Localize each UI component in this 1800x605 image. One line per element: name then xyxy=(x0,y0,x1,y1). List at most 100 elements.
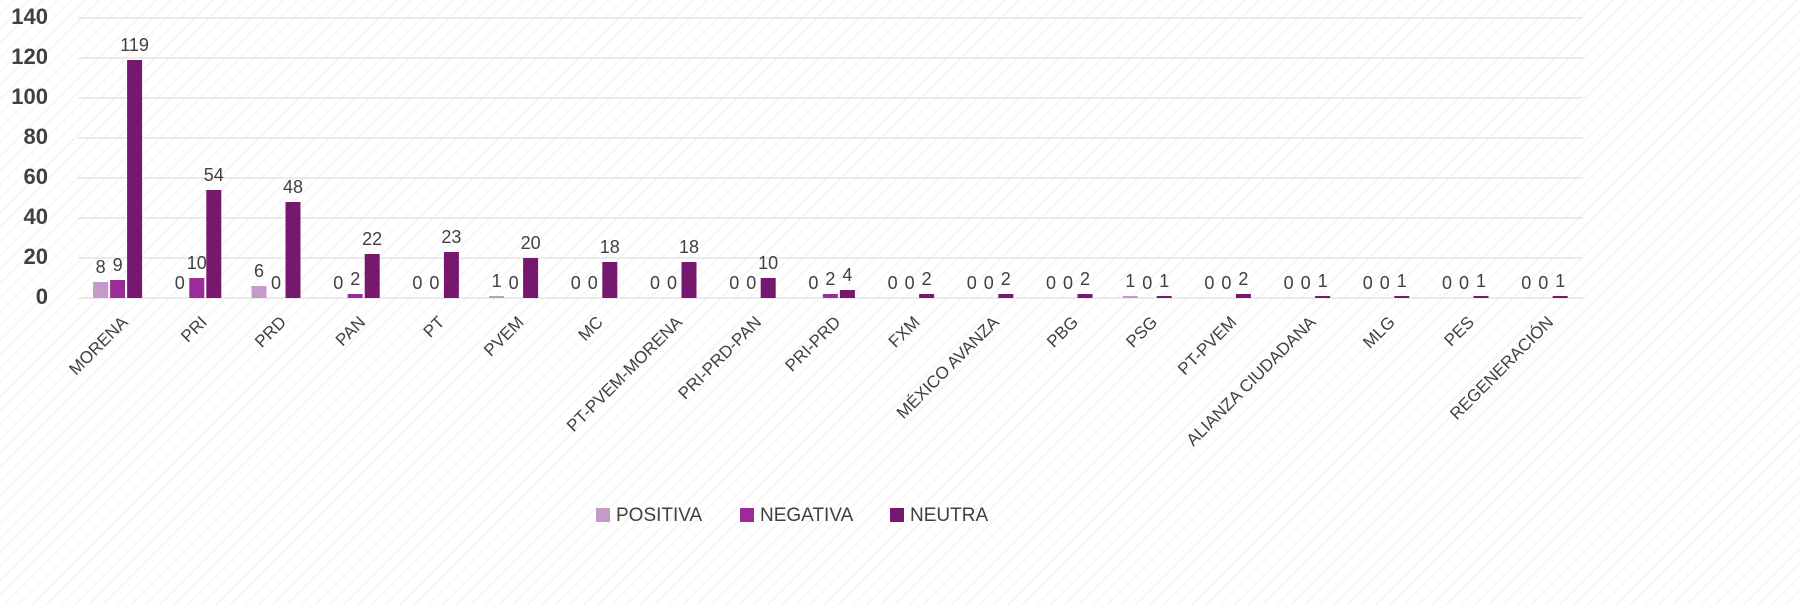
data-label: 10 xyxy=(758,253,778,273)
data-label: 1 xyxy=(1555,271,1565,291)
bar xyxy=(110,280,126,298)
bar xyxy=(93,282,109,298)
data-label: 1 xyxy=(1397,271,1407,291)
data-label: 0 xyxy=(1221,273,1231,293)
data-label: 0 xyxy=(1142,273,1152,293)
data-label: 0 xyxy=(667,273,677,293)
bar xyxy=(1315,296,1331,298)
data-label: 0 xyxy=(1046,273,1056,293)
data-label: 2 xyxy=(1238,269,1248,289)
data-label: 48 xyxy=(283,177,303,197)
bar xyxy=(1473,296,1489,298)
bar xyxy=(1156,296,1172,298)
data-label: 9 xyxy=(113,255,123,275)
y-tick-label: 0 xyxy=(36,284,48,309)
legend-swatch xyxy=(596,508,610,522)
bar xyxy=(1552,296,1568,298)
y-tick-label: 40 xyxy=(24,204,48,229)
bar xyxy=(1235,294,1251,298)
data-label: 0 xyxy=(1301,273,1311,293)
data-label: 8 xyxy=(96,257,106,277)
y-tick-label: 20 xyxy=(24,244,48,269)
data-label: 0 xyxy=(175,273,185,293)
bar xyxy=(919,294,935,298)
data-label: 0 xyxy=(1284,273,1294,293)
data-label: 0 xyxy=(967,273,977,293)
y-tick-label: 80 xyxy=(24,124,48,149)
bar xyxy=(206,190,222,298)
bar xyxy=(839,290,855,298)
data-label: 0 xyxy=(1459,273,1469,293)
data-label: 1 xyxy=(1125,271,1135,291)
data-label: 54 xyxy=(204,165,224,185)
data-label: 0 xyxy=(808,273,818,293)
bar xyxy=(189,278,205,298)
legend-swatch xyxy=(740,508,754,522)
data-label: 10 xyxy=(187,253,207,273)
data-label: 22 xyxy=(362,229,382,249)
y-tick-label: 60 xyxy=(24,164,48,189)
data-label: 23 xyxy=(441,227,461,247)
data-label: 1 xyxy=(1476,271,1486,291)
bar xyxy=(443,252,459,298)
bar xyxy=(822,294,838,298)
data-label: 1 xyxy=(1318,271,1328,291)
data-label: 2 xyxy=(1001,269,1011,289)
data-label: 0 xyxy=(509,273,519,293)
data-label: 0 xyxy=(650,273,660,293)
data-label: 0 xyxy=(729,273,739,293)
legend-label: POSITIVA xyxy=(616,505,703,526)
bar xyxy=(364,254,380,298)
data-label: 0 xyxy=(333,273,343,293)
bar xyxy=(489,296,505,298)
data-label: 1 xyxy=(1159,271,1169,291)
data-label: 4 xyxy=(842,265,852,285)
data-label: 0 xyxy=(412,273,422,293)
y-tick-label: 120 xyxy=(11,44,48,69)
data-label: 0 xyxy=(1063,273,1073,293)
data-label: 119 xyxy=(120,35,149,55)
data-label: 0 xyxy=(746,273,756,293)
data-label: 0 xyxy=(1204,273,1214,293)
data-label: 0 xyxy=(1363,273,1373,293)
data-label: 18 xyxy=(600,237,620,257)
data-label: 0 xyxy=(588,273,598,293)
bar xyxy=(681,262,697,298)
data-label: 0 xyxy=(905,273,915,293)
data-label: 2 xyxy=(922,269,932,289)
data-label: 0 xyxy=(429,273,439,293)
legend-swatch xyxy=(890,508,904,522)
bar xyxy=(1122,296,1138,298)
data-label: 0 xyxy=(1538,273,1548,293)
bar xyxy=(285,202,301,298)
bar xyxy=(998,294,1014,298)
data-label: 0 xyxy=(1442,273,1452,293)
data-label: 0 xyxy=(1380,273,1390,293)
bar xyxy=(1077,294,1093,298)
data-label: 18 xyxy=(679,237,699,257)
data-label: 20 xyxy=(521,233,541,253)
bar xyxy=(347,294,363,298)
legend-label: NEGATIVA xyxy=(760,505,854,526)
data-label: 2 xyxy=(825,269,835,289)
bar xyxy=(523,258,539,298)
y-tick-label: 140 xyxy=(11,4,48,29)
legend-label: NEUTRA xyxy=(910,505,988,526)
bar xyxy=(602,262,618,298)
data-label: 2 xyxy=(1080,269,1090,289)
bar xyxy=(760,278,776,298)
data-label: 6 xyxy=(254,261,264,281)
bar xyxy=(127,60,143,298)
y-tick-label: 100 xyxy=(11,84,48,109)
data-label: 0 xyxy=(271,273,281,293)
data-label: 0 xyxy=(984,273,994,293)
data-label: 0 xyxy=(571,273,581,293)
bar xyxy=(251,286,267,298)
data-label: 2 xyxy=(350,269,360,289)
data-label: 1 xyxy=(492,271,502,291)
bar xyxy=(1394,296,1410,298)
data-label: 0 xyxy=(1521,273,1531,293)
data-label: 0 xyxy=(888,273,898,293)
